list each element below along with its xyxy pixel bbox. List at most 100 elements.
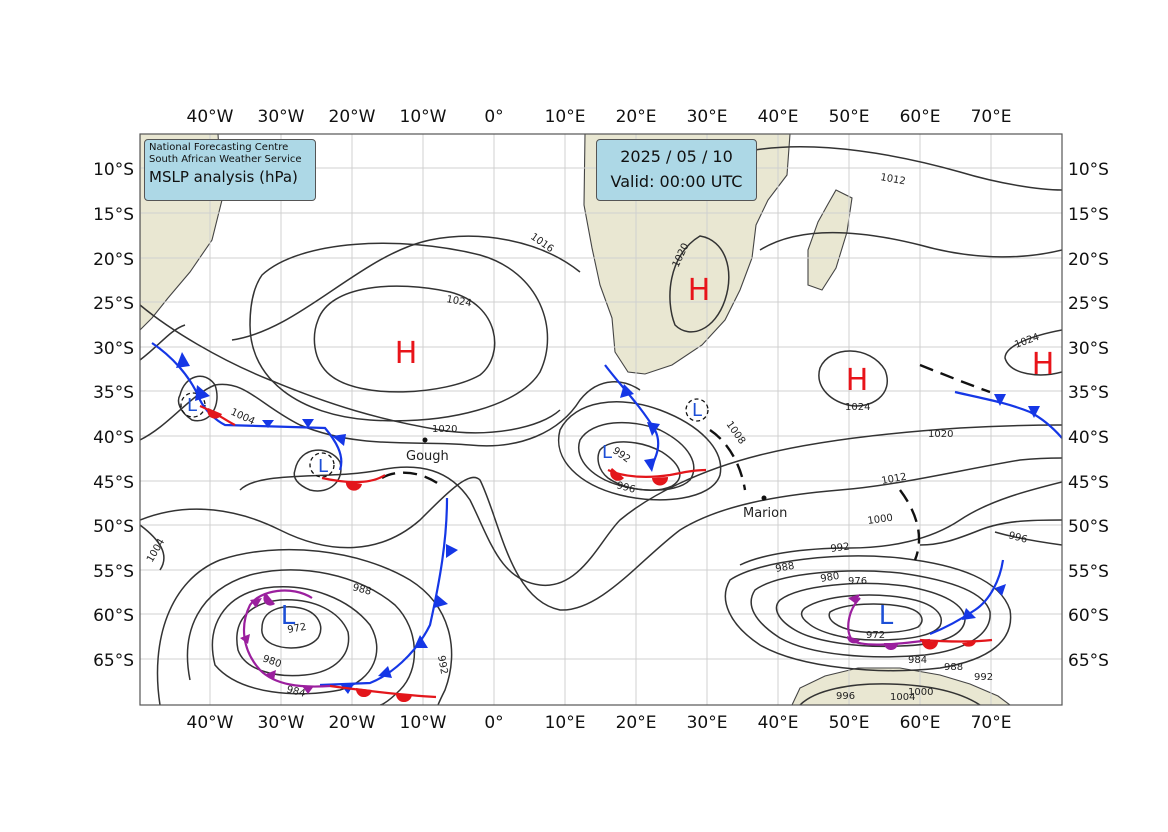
valid-time: Valid: 00:00 UTC — [610, 172, 743, 191]
place-label-gough: Gough — [406, 449, 449, 464]
isobar-label: 972 — [287, 622, 308, 636]
isobar — [800, 594, 942, 641]
isobar-label: 984 — [908, 655, 927, 666]
isobar-label: 1024 — [445, 294, 472, 309]
map-area: 1012 1016 1020 1024 1024 1024 1004 1020 … — [140, 134, 1062, 705]
right-lat-label: 25°S — [1068, 294, 1109, 314]
gough-station-dot — [422, 437, 428, 443]
left-lat-label: 55°S — [93, 562, 134, 582]
isobar-label: 996 — [615, 480, 636, 496]
isobar — [669, 235, 730, 333]
bottom-lon-label: 60°E — [900, 713, 941, 733]
isobar-label: 1020 — [928, 429, 953, 440]
isobar — [818, 350, 888, 407]
isobar — [231, 235, 581, 341]
bottom-lon-label: 70°E — [971, 713, 1012, 733]
bottom-lon-label: 10°W — [400, 713, 447, 733]
right-lat-label: 50°S — [1068, 517, 1109, 537]
isobar — [750, 570, 991, 658]
right-lat-label: 30°S — [1068, 339, 1109, 359]
pressure-centres: H H H H L L L L L L — [187, 273, 1054, 631]
isobar — [775, 582, 966, 648]
bottom-lon-label: 40°E — [758, 713, 799, 733]
top-lon-label: 30°E — [687, 107, 728, 127]
bottom-lon-label: 30°W — [258, 713, 305, 733]
map-frame — [139, 133, 1063, 706]
left-lat-label: 35°S — [93, 383, 134, 403]
left-lat-label: 65°S — [93, 651, 134, 671]
isobar — [140, 304, 561, 434]
org-line-2: South African Weather Service — [149, 154, 302, 165]
top-lon-label: 30°W — [258, 107, 305, 127]
isobar — [754, 146, 1062, 191]
right-lat-label: 20°S — [1068, 250, 1109, 270]
trough-line — [709, 429, 747, 491]
isobar — [597, 441, 681, 491]
bottom-lon-label: 0° — [484, 713, 503, 733]
isobar — [239, 424, 1062, 586]
place-label-marion: Marion — [743, 506, 787, 521]
left-lat-label: 20°S — [93, 250, 134, 270]
left-lat-label: 15°S — [93, 205, 134, 225]
valid-time-panel: 2025 / 05 / 10 Valid: 00:00 UTC — [596, 139, 757, 201]
low-centre-label: L — [318, 456, 328, 477]
top-lon-label: 50°E — [829, 107, 870, 127]
isobar-label: 992 — [830, 541, 850, 555]
isobar — [994, 531, 1062, 546]
low-centre-label: L — [692, 400, 702, 421]
isobar-label: 988 — [351, 582, 372, 598]
fronts — [151, 342, 1062, 703]
top-lon-label: 10°E — [545, 107, 586, 127]
top-lon-label: 0° — [484, 107, 503, 127]
top-lon-label: 40°E — [758, 107, 799, 127]
isobar-label: 976 — [848, 576, 867, 587]
isobar-label: 1024 — [845, 402, 870, 413]
isobar — [828, 603, 923, 634]
isobar — [739, 481, 1062, 566]
right-lat-axis: 10°S 15°S 20°S 25°S 30°S 35°S 40°S 45°S … — [1068, 160, 1109, 671]
low-centre-label: L — [281, 601, 296, 631]
high-centre-label: H — [1032, 347, 1055, 382]
isobar-label: 988 — [944, 662, 963, 673]
isobar-label: 988 — [775, 561, 796, 575]
right-lat-label: 10°S — [1068, 160, 1109, 180]
warm-front — [919, 638, 993, 643]
bottom-lon-axis: 40°W 30°W 20°W 10°W 0° 10°E 20°E 30°E 40… — [187, 713, 1012, 733]
trough-line — [919, 363, 991, 394]
bottom-lon-label: 10°E — [545, 713, 586, 733]
left-lat-axis: 10°S 15°S 20°S 25°S 30°S 35°S 40°S 45°S … — [93, 160, 134, 671]
isobar-label: 984 — [285, 684, 306, 700]
isobar-label: 996 — [836, 691, 855, 702]
right-lat-label: 15°S — [1068, 205, 1109, 225]
isobar-label: 996 — [1007, 530, 1028, 546]
top-lon-label: 40°W — [187, 107, 234, 127]
isobar — [919, 519, 1062, 546]
isobar — [249, 242, 549, 422]
right-lat-label: 65°S — [1068, 651, 1109, 671]
right-lat-label: 55°S — [1068, 562, 1109, 582]
isobar — [313, 285, 496, 393]
isobar — [1004, 329, 1062, 376]
isobar-label: 980 — [820, 571, 841, 585]
isobar — [293, 449, 342, 492]
cold-front — [929, 559, 1005, 636]
left-lat-label: 30°S — [93, 339, 134, 359]
low-centre-label: L — [187, 395, 197, 416]
high-centre-label: H — [395, 336, 418, 371]
top-lon-axis: 40°W 30°W 20°W 10°W 0° 10°E 20°E 30°E 40… — [187, 107, 1012, 127]
isobar-label: 1000 — [867, 513, 894, 527]
trough-line — [899, 489, 921, 561]
top-lon-label: 20°E — [616, 107, 657, 127]
low-centre-label: L — [602, 442, 612, 463]
trough-line — [381, 471, 441, 486]
isobar — [261, 606, 322, 649]
top-lon-label: 10°W — [400, 107, 447, 127]
right-lat-label: 60°S — [1068, 606, 1109, 626]
bottom-lon-label: 30°E — [687, 713, 728, 733]
stations: Gough Marion — [406, 437, 787, 521]
isobar — [140, 457, 1062, 611]
top-lon-label: 70°E — [971, 107, 1012, 127]
top-lon-label: 20°W — [329, 107, 376, 127]
warm-front — [321, 474, 386, 484]
